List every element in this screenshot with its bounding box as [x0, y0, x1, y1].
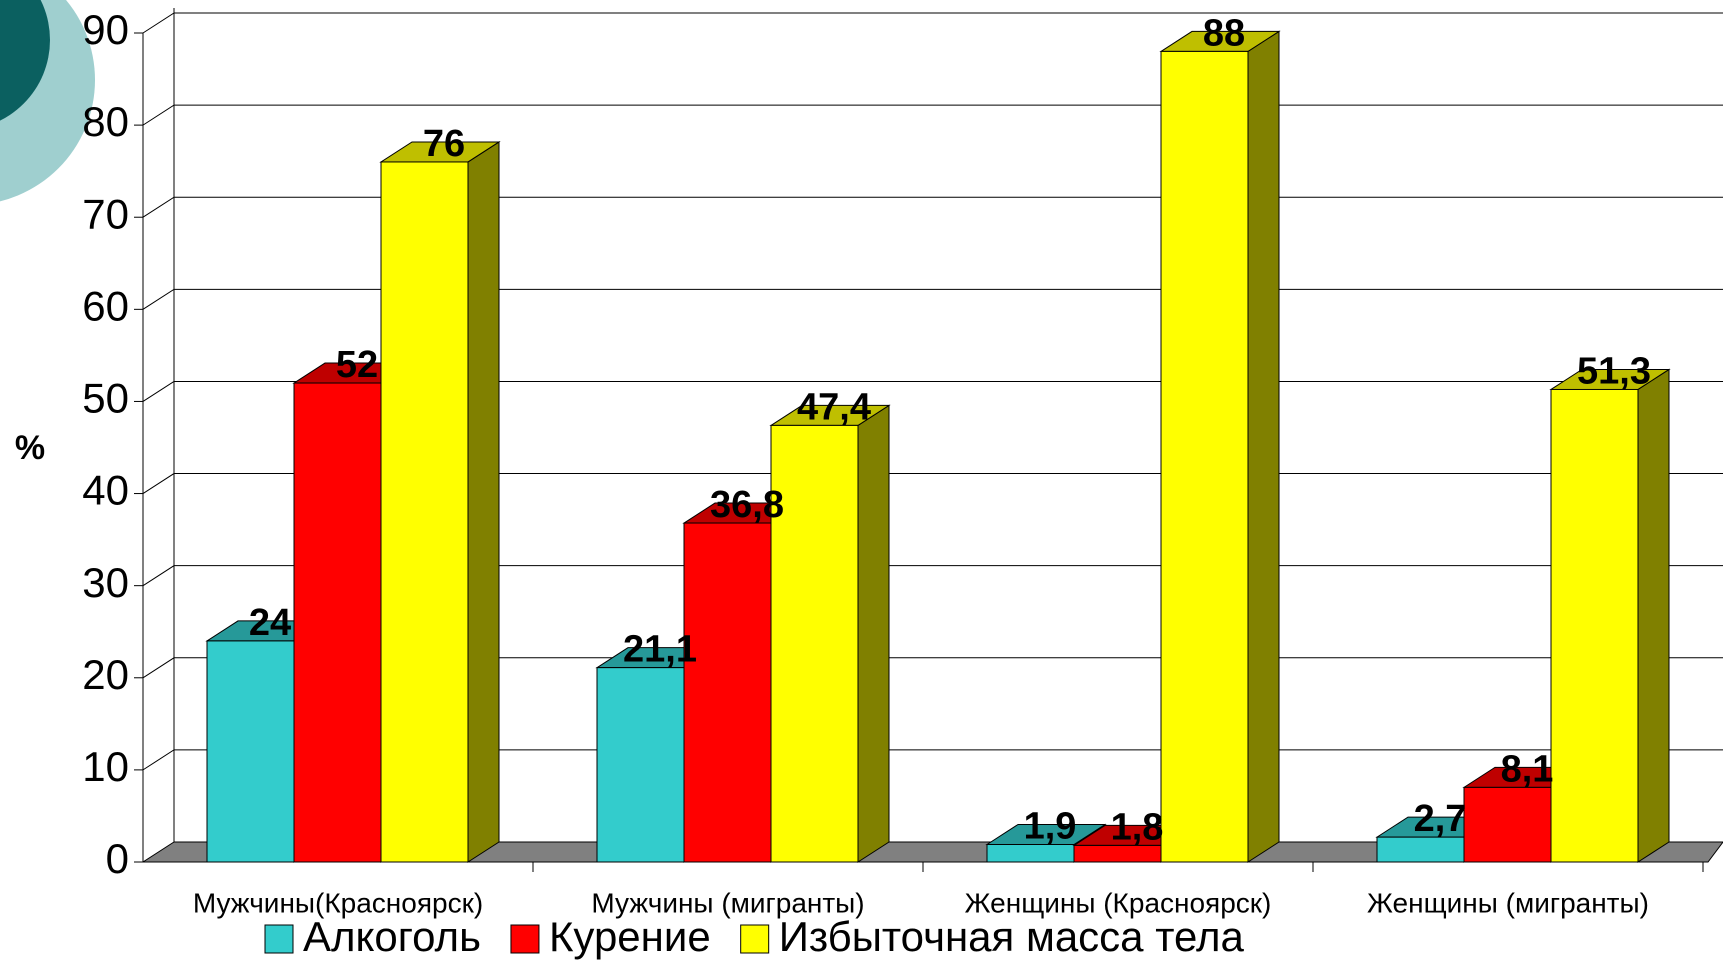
- value-label: 1,9: [1024, 806, 1077, 848]
- y-tick-label: 40: [82, 467, 129, 514]
- y-tick-label: 90: [82, 6, 129, 53]
- value-label: 47,4: [797, 386, 871, 428]
- legend-label: Алкоголь: [303, 913, 481, 960]
- bar-face: [857, 404, 890, 863]
- legend-swatch: [264, 924, 294, 954]
- x-tick-label: Мужчины (мигранты): [591, 887, 864, 918]
- grid-line: [142, 104, 1723, 126]
- bar-face: [1550, 388, 1639, 863]
- bar-face: [206, 640, 295, 863]
- legend-swatch: [510, 924, 540, 954]
- grid-line: [142, 288, 1723, 310]
- legend-label: Избыточная масса тела: [779, 913, 1245, 960]
- grid-line: [142, 12, 1723, 34]
- y-tick-label: 60: [82, 282, 129, 329]
- y-tick-label: 30: [82, 559, 129, 606]
- y-tick-label: 80: [82, 98, 129, 145]
- bar: [1159, 30, 1281, 863]
- y-axis-label: %: [15, 429, 45, 467]
- bar-face: [1463, 786, 1552, 863]
- y-tick-label: 10: [82, 743, 129, 790]
- value-label: 24: [249, 602, 291, 644]
- value-label: 2,7: [1414, 798, 1467, 840]
- bar: [379, 141, 501, 863]
- bar-face: [380, 161, 469, 863]
- bar-face: [467, 141, 500, 863]
- bar-face: [770, 424, 859, 863]
- x-tick-label: Женщины (Красноярск): [965, 887, 1272, 918]
- y-tick-label: 0: [106, 835, 129, 882]
- bar-face: [1376, 836, 1465, 863]
- legend-label: Курение: [549, 913, 711, 960]
- bar-face: [1637, 368, 1670, 863]
- value-label: 8,1: [1501, 748, 1554, 790]
- value-label: 21,1: [623, 629, 697, 671]
- bar: [1549, 368, 1671, 863]
- y-tick-label: 20: [82, 651, 129, 698]
- decor-circle: [0, 0, 50, 121]
- bar-face: [683, 522, 772, 863]
- value-label: 36,8: [710, 484, 784, 526]
- x-tick-label: Женщины (мигранты): [1367, 887, 1649, 918]
- grid-line: [142, 196, 1723, 218]
- value-label: 88: [1203, 12, 1245, 54]
- y-tick-label: 70: [82, 190, 129, 237]
- bar-face: [1160, 50, 1249, 863]
- value-label: 76: [423, 123, 465, 165]
- y-tick-label: 50: [82, 375, 129, 422]
- value-label: 1,8: [1111, 806, 1164, 848]
- bar-face: [293, 382, 382, 863]
- legend-swatch: [740, 924, 770, 954]
- bar: [769, 404, 891, 863]
- value-label: 51,3: [1577, 351, 1651, 393]
- value-label: 52: [336, 344, 378, 386]
- bar-face: [596, 667, 685, 863]
- bar-face: [1247, 30, 1280, 863]
- x-tick-label: Мужчины(Красноярск): [193, 887, 483, 918]
